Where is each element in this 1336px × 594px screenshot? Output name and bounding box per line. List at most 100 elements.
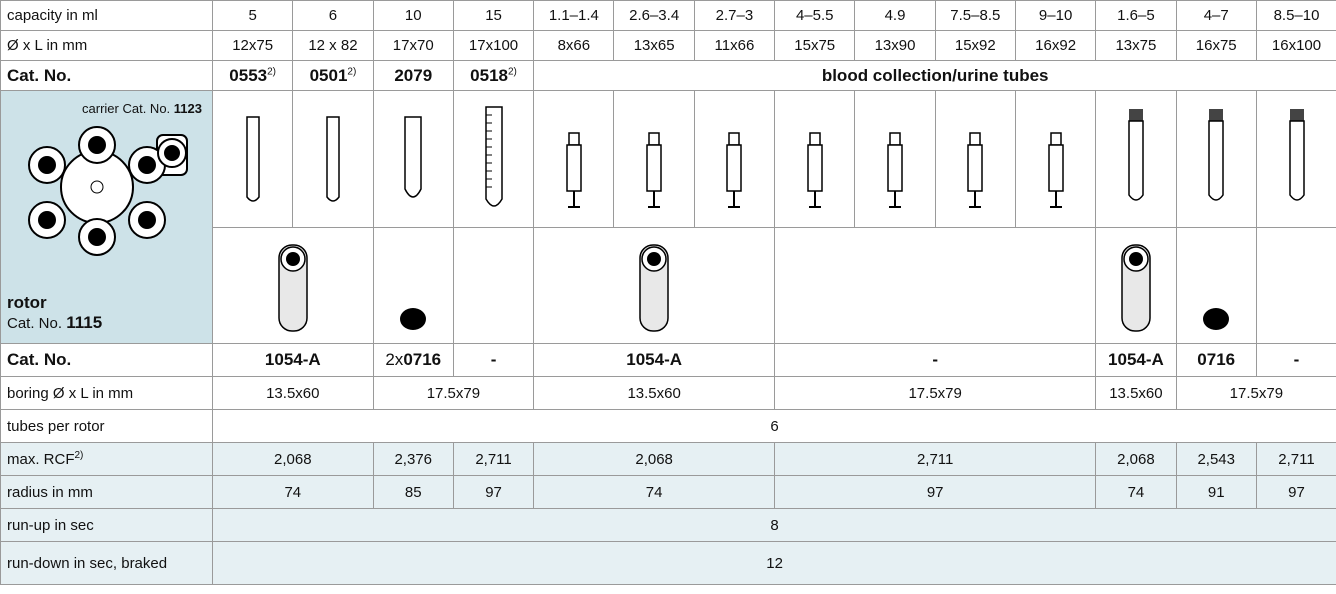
cell: 2,543 xyxy=(1175,442,1257,476)
rotor-number: 1115 xyxy=(66,313,103,332)
cell: 12x75 xyxy=(211,30,294,61)
shape xyxy=(568,132,580,146)
cell: 74 xyxy=(533,475,776,509)
tube-image xyxy=(1175,90,1257,228)
cell: 1054-A xyxy=(1095,343,1177,377)
cell: 16x75 xyxy=(1175,30,1257,61)
tube-image xyxy=(1095,90,1177,228)
boring-row: boring Ø x L in mm 13.5x60 17.5x79 13.5x… xyxy=(0,376,1336,410)
shape xyxy=(1288,120,1305,201)
cell: 13x65 xyxy=(613,30,695,61)
shape xyxy=(285,251,300,266)
cell: - xyxy=(452,343,535,377)
icon xyxy=(484,106,503,207)
adapter-image-row xyxy=(1,227,1336,344)
cell: 8 xyxy=(211,508,1336,542)
icon xyxy=(400,307,427,330)
footnote: 2) xyxy=(74,450,84,461)
icon xyxy=(967,132,984,208)
footnote: 2) xyxy=(508,65,517,77)
icon xyxy=(887,132,903,208)
shape xyxy=(1208,120,1224,201)
cell: 05182) xyxy=(452,60,535,91)
rotor-title: rotor xyxy=(7,293,47,312)
row-label: capacity in ml xyxy=(0,0,213,31)
icon xyxy=(639,243,669,332)
shape xyxy=(1128,109,1143,121)
carrier-text: carrier Cat. No. xyxy=(82,101,171,116)
cell: 4.9 xyxy=(854,0,936,31)
cat-number: 0518 xyxy=(470,65,508,85)
tube-image-row: carrier Cat. No. 1123 rotor Cat. No. 111… xyxy=(0,90,1336,344)
icon xyxy=(1128,109,1144,201)
capacity-row: capacity in ml 5 6 10 15 1.1–1.4 2.6–3.4 2.7–3… xyxy=(0,0,1336,31)
adapter-image xyxy=(212,227,374,344)
dimensions-row: Ø x L in mm 12x75 12 x 82 17x70 17x100 8x66 1… xyxy=(0,30,1336,61)
carrier-number: 1123 xyxy=(173,101,202,116)
tube-image xyxy=(1014,90,1097,228)
icon xyxy=(404,116,422,198)
rotor-cat-label: Cat. No. xyxy=(7,315,63,332)
cell: 17x100 xyxy=(452,30,535,61)
cell: 15x75 xyxy=(774,30,856,61)
cell: 4–7 xyxy=(1175,0,1257,31)
empty-cell xyxy=(774,227,1097,344)
tube-image xyxy=(934,90,1016,228)
shape xyxy=(647,251,662,266)
icon xyxy=(278,243,308,332)
cell: 13.5x60 xyxy=(1095,376,1177,410)
adapter-image xyxy=(533,227,776,344)
icon xyxy=(1208,109,1224,201)
cell: 7.5–8.5 xyxy=(934,0,1016,31)
rotor-drawing xyxy=(28,126,188,256)
cell: - xyxy=(1255,343,1336,377)
shape xyxy=(245,116,260,202)
cell: 0716 xyxy=(1175,343,1257,377)
label-text: max. RCF xyxy=(7,451,75,468)
cell: 2,711 xyxy=(452,442,535,476)
cell: 05532) xyxy=(211,60,294,91)
tube-image xyxy=(372,90,454,228)
cell: 13.5x60 xyxy=(533,376,776,410)
tube-image xyxy=(533,90,615,228)
cell: 2.6–3.4 xyxy=(613,0,695,31)
shape xyxy=(566,144,582,192)
shape xyxy=(726,144,743,192)
run-down-row: run-down in sec, braked 12 xyxy=(0,541,1336,585)
cell: 5 xyxy=(211,0,294,31)
cell: - xyxy=(774,343,1097,377)
cell: 9–10 xyxy=(1014,0,1097,31)
cell: 17.5x79 xyxy=(1175,376,1336,410)
icon xyxy=(646,132,662,208)
cat-number: 0716 xyxy=(403,350,442,369)
row-label: boring Ø x L in mm xyxy=(0,376,213,410)
rotor-cell: carrier Cat. No. 1123 rotor Cat. No. 111… xyxy=(0,90,213,344)
icon xyxy=(806,132,823,208)
adapter-cat-row: Cat. No. 1054-A 2x0716 - 1054-A - 1054-A… xyxy=(0,343,1336,377)
tube-image xyxy=(452,90,535,228)
cell: 2.7–3 xyxy=(693,0,776,31)
empty-cell xyxy=(1255,227,1336,344)
cell: 13x90 xyxy=(854,30,936,61)
tube-image xyxy=(292,90,374,228)
cell: 15 xyxy=(452,0,535,31)
cell: 1054-A xyxy=(212,343,374,377)
cell: 91 xyxy=(1175,475,1257,509)
empty-cell xyxy=(452,227,535,344)
shape xyxy=(400,307,427,330)
footnote: 2) xyxy=(267,65,277,77)
row-label: tubes per rotor xyxy=(0,409,213,443)
cell: 2,068 xyxy=(212,442,374,476)
shape xyxy=(1128,120,1144,201)
cat-number: 0553 xyxy=(229,65,268,85)
cell: 15x92 xyxy=(934,30,1016,61)
shape xyxy=(967,144,984,192)
icon xyxy=(726,132,743,208)
cell: 2,068 xyxy=(1095,442,1177,476)
cell: 97 xyxy=(774,475,1097,509)
shape xyxy=(808,132,821,146)
cell: 16x92 xyxy=(1014,30,1097,61)
cell: 17x70 xyxy=(372,30,454,61)
cell: 17.5x79 xyxy=(372,376,535,410)
row-label: radius in mm xyxy=(0,475,213,509)
